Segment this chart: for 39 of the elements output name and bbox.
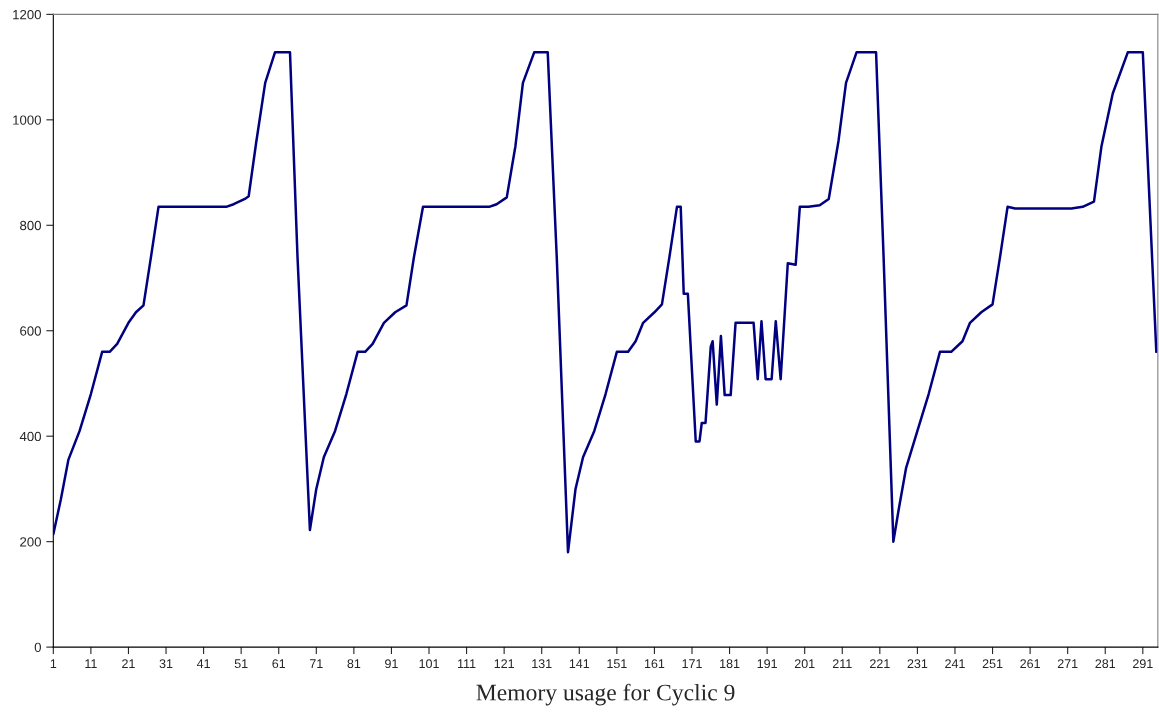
x-tick-label: 291 [1133, 659, 1153, 669]
y-tick-label: 600 [20, 326, 41, 336]
x-tick-label: 181 [720, 659, 740, 669]
x-tick-label: 131 [532, 659, 552, 669]
x-tick-label: 111 [458, 659, 476, 668]
y-tick-label: 800 [20, 220, 41, 231]
x-tick-label: 41 [196, 659, 210, 668]
x-tick-label: 61 [272, 659, 286, 669]
x-tick-label: 151 [607, 659, 627, 669]
x-tick-label: 211 [832, 659, 852, 668]
x-tick-label: 171 [682, 659, 702, 668]
x-tick-label: 21 [122, 659, 135, 668]
y-tick-label: 400 [19, 431, 41, 442]
x-tick-label: 1 [50, 659, 57, 668]
x-tick-label: 221 [870, 659, 890, 668]
x-tick-label: 121 [494, 659, 514, 668]
line-series [53, 51, 1158, 554]
x-tick-label: 31 [159, 659, 173, 669]
x-tick-label: 91 [385, 659, 398, 669]
x-tick-label: 161 [644, 659, 665, 669]
x-tick-label: 81 [347, 659, 361, 669]
y-tick-label: 1200 [13, 9, 41, 20]
x-tick-label: 251 [982, 659, 1003, 669]
x-tick-label: 201 [794, 659, 815, 669]
y-tick-label: 200 [20, 537, 41, 547]
x-tick-label: 261 [1020, 659, 1040, 669]
x-tick-label: 11 [85, 659, 97, 668]
x-tick-label: 51 [234, 659, 248, 669]
y-tick-label: 0 [34, 642, 41, 653]
x-tick-label: 281 [1095, 659, 1116, 669]
y-tick-label: 1000 [13, 115, 41, 125]
text: Memory usage for Cyclic 9 [476, 683, 735, 706]
x-tick-label: 71 [309, 659, 323, 668]
x-tick-label: 191 [757, 659, 777, 669]
x-tick-label: 101 [419, 659, 439, 669]
x-tick-label: 141 [569, 659, 590, 668]
x-tick-label: 241 [945, 659, 965, 668]
x-tick-label: 231 [907, 659, 928, 669]
x-tick-label: 271 [1057, 659, 1078, 668]
